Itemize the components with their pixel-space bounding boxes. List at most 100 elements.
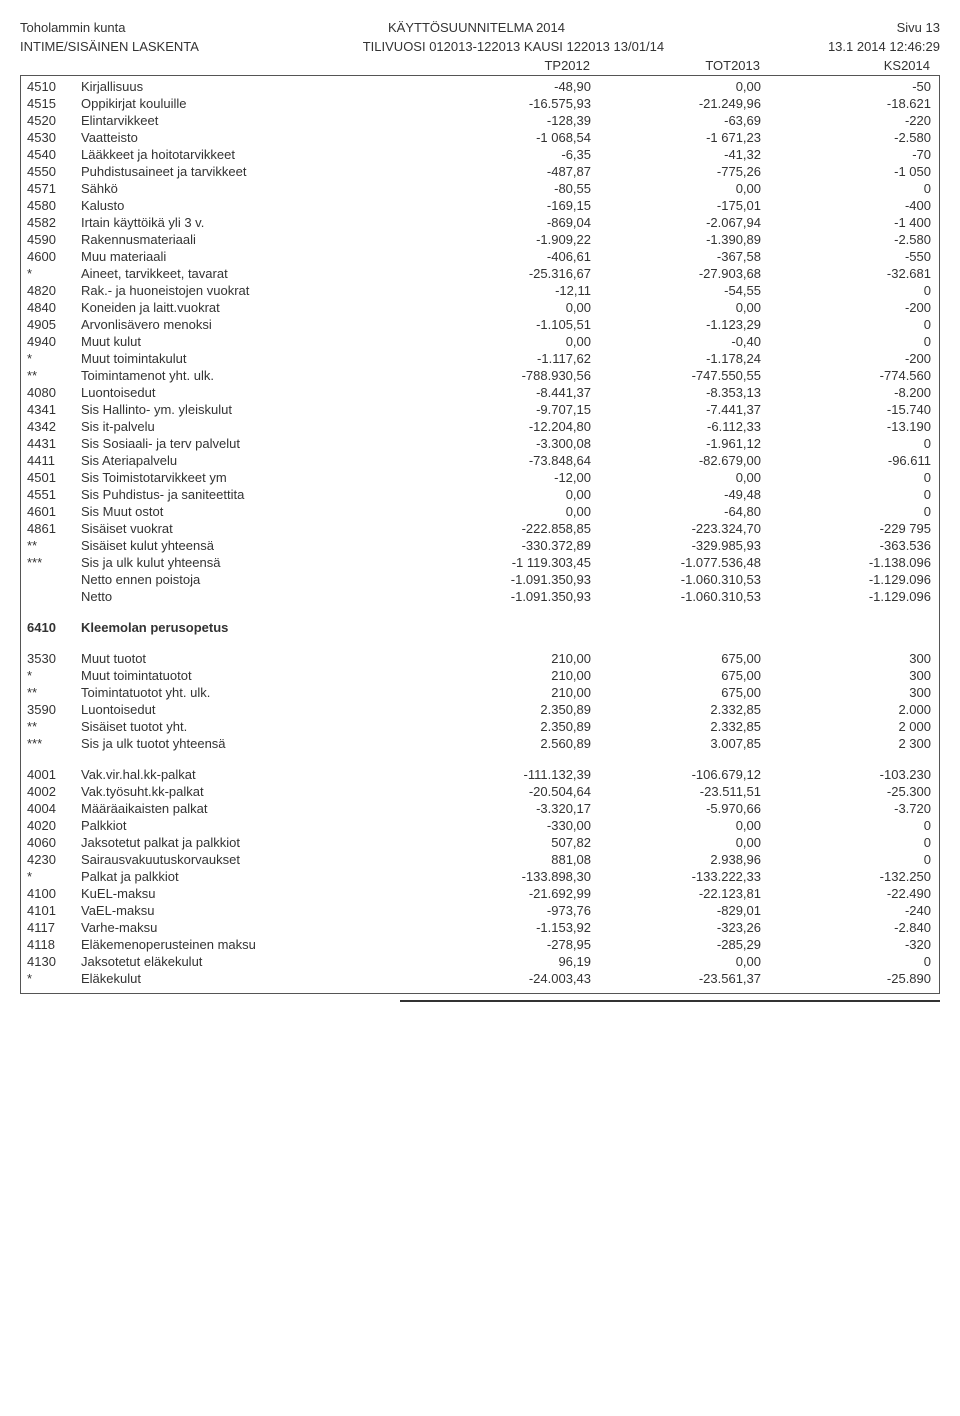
account-desc: Jaksotetut palkat ja palkkiot xyxy=(81,835,421,850)
account-desc: Varhe-maksu xyxy=(81,920,421,935)
value-ks2014: -200 xyxy=(761,351,931,366)
value-tot2013: -223.324,70 xyxy=(591,521,761,536)
value-tp2012: -3.300,08 xyxy=(421,436,591,451)
account-code xyxy=(27,589,81,604)
value-tp2012 xyxy=(421,620,591,635)
table-row: 4520Elintarvikkeet-128,39-63,69-220 xyxy=(27,112,933,129)
account-desc: Arvonlisävero menoksi xyxy=(81,317,421,332)
account-desc: Eläkemenoperusteinen maksu xyxy=(81,937,421,952)
value-tp2012: 881,08 xyxy=(421,852,591,867)
value-ks2014: -32.681 xyxy=(761,266,931,281)
value-ks2014: -220 xyxy=(761,113,931,128)
account-code: * xyxy=(27,971,81,986)
table-row: 3530Muut tuotot210,00675,00300 xyxy=(27,650,933,667)
table-row: 4590Rakennusmateriaali-1.909,22-1.390,89… xyxy=(27,231,933,248)
value-tp2012: -487,87 xyxy=(421,164,591,179)
column-headers: TP2012 TOT2013 KS2014 xyxy=(20,56,940,75)
account-desc: Luontoisedut xyxy=(81,702,421,717)
value-ks2014: -400 xyxy=(761,198,931,213)
value-ks2014: -1.129.096 xyxy=(761,572,931,587)
value-ks2014: -18.621 xyxy=(761,96,931,111)
value-ks2014: -1 050 xyxy=(761,164,931,179)
value-tp2012: -12.204,80 xyxy=(421,419,591,434)
value-tot2013: -1.123,29 xyxy=(591,317,761,332)
account-code: 4905 xyxy=(27,317,81,332)
value-tp2012: -973,76 xyxy=(421,903,591,918)
account-code: 4820 xyxy=(27,283,81,298)
account-code: 4861 xyxy=(27,521,81,536)
value-tot2013: 0,00 xyxy=(591,818,761,833)
value-tot2013: -1.961,12 xyxy=(591,436,761,451)
account-desc: Toimintatuotot yht. ulk. xyxy=(81,685,421,700)
value-tot2013: 675,00 xyxy=(591,651,761,666)
account-code: 4342 xyxy=(27,419,81,434)
table-row: **Sisäiset kulut yhteensä-330.372,89-329… xyxy=(27,537,933,554)
account-code: 4582 xyxy=(27,215,81,230)
account-code: ** xyxy=(27,538,81,553)
table-row: Netto-1.091.350,93-1.060.310,53-1.129.09… xyxy=(27,588,933,605)
value-tp2012: -12,11 xyxy=(421,283,591,298)
value-tp2012: -16.575,93 xyxy=(421,96,591,111)
value-tp2012: -169,15 xyxy=(421,198,591,213)
table-row: 4080Luontoisedut-8.441,37-8.353,13-8.200 xyxy=(27,384,933,401)
value-tp2012: -222.858,85 xyxy=(421,521,591,536)
value-tp2012: -73.848,64 xyxy=(421,453,591,468)
table-row: 4540Lääkkeet ja hoitotarvikkeet-6,35-41,… xyxy=(27,146,933,163)
table-row: *Muut toimintatuotot210,00675,00300 xyxy=(27,667,933,684)
account-desc: Netto xyxy=(81,589,421,604)
account-code: 4080 xyxy=(27,385,81,400)
account-code: 4551 xyxy=(27,487,81,502)
table-row: **Sisäiset tuotot yht.2.350,892.332,852 … xyxy=(27,718,933,735)
value-tp2012: -24.003,43 xyxy=(421,971,591,986)
account-code: ** xyxy=(27,368,81,383)
value-tp2012: -278,95 xyxy=(421,937,591,952)
account-desc: Vak.työsuht.kk-palkat xyxy=(81,784,421,799)
value-tp2012: -788.930,56 xyxy=(421,368,591,383)
value-tot2013: 2.938,96 xyxy=(591,852,761,867)
account-code: 4501 xyxy=(27,470,81,485)
account-desc: Jaksotetut eläkekulut xyxy=(81,954,421,969)
account-desc: Rak.- ja huoneistojen vuokrat xyxy=(81,283,421,298)
table-row: 4342Sis it-palvelu-12.204,80-6.112,33-13… xyxy=(27,418,933,435)
header-fiscal: TILIVUOSI 012013-122013 KAUSI 122013 13/… xyxy=(363,39,664,54)
value-ks2014: -1.129.096 xyxy=(761,589,931,604)
account-code: 4510 xyxy=(27,79,81,94)
value-tp2012: 2.560,89 xyxy=(421,736,591,751)
value-tp2012: -25.316,67 xyxy=(421,266,591,281)
value-ks2014: 2 000 xyxy=(761,719,931,734)
account-desc: Sairausvakuutuskorvaukset xyxy=(81,852,421,867)
table-row: 4940Muut kulut0,00-0,400 xyxy=(27,333,933,350)
value-tot2013: -41,32 xyxy=(591,147,761,162)
value-ks2014: -15.740 xyxy=(761,402,931,417)
value-tp2012: 210,00 xyxy=(421,685,591,700)
table-row: *Eläkekulut-24.003,43-23.561,37-25.890 xyxy=(27,970,933,987)
table-row: 4550Puhdistusaineet ja tarvikkeet-487,87… xyxy=(27,163,933,180)
table-row: 4020Palkkiot-330,000,000 xyxy=(27,817,933,834)
account-desc: Luontoisedut xyxy=(81,385,421,400)
account-code: 4601 xyxy=(27,504,81,519)
value-ks2014: 0 xyxy=(761,818,931,833)
account-code xyxy=(27,572,81,587)
table-row: 3590Luontoisedut2.350,892.332,852.000 xyxy=(27,701,933,718)
table-row: Netto ennen poistoja-1.091.350,93-1.060.… xyxy=(27,571,933,588)
account-code: 4520 xyxy=(27,113,81,128)
value-tot2013: -1.390,89 xyxy=(591,232,761,247)
value-ks2014: -25.300 xyxy=(761,784,931,799)
value-ks2014: 300 xyxy=(761,668,931,683)
account-code: 4100 xyxy=(27,886,81,901)
value-ks2014: -229 795 xyxy=(761,521,931,536)
value-tot2013: -1.178,24 xyxy=(591,351,761,366)
value-tot2013: -1.060.310,53 xyxy=(591,572,761,587)
account-desc: Palkkiot xyxy=(81,818,421,833)
table-row: 4580Kalusto-169,15-175,01-400 xyxy=(27,197,933,214)
value-ks2014: 0 xyxy=(761,283,931,298)
value-ks2014: -25.890 xyxy=(761,971,931,986)
account-desc: Puhdistusaineet ja tarvikkeet xyxy=(81,164,421,179)
account-desc: Lääkkeet ja hoitotarvikkeet xyxy=(81,147,421,162)
value-tot2013: -1.060.310,53 xyxy=(591,589,761,604)
value-tot2013: 2.332,85 xyxy=(591,702,761,717)
value-ks2014: 0 xyxy=(761,835,931,850)
value-ks2014: 300 xyxy=(761,685,931,700)
value-ks2014: 2.000 xyxy=(761,702,931,717)
value-tot2013: -82.679,00 xyxy=(591,453,761,468)
